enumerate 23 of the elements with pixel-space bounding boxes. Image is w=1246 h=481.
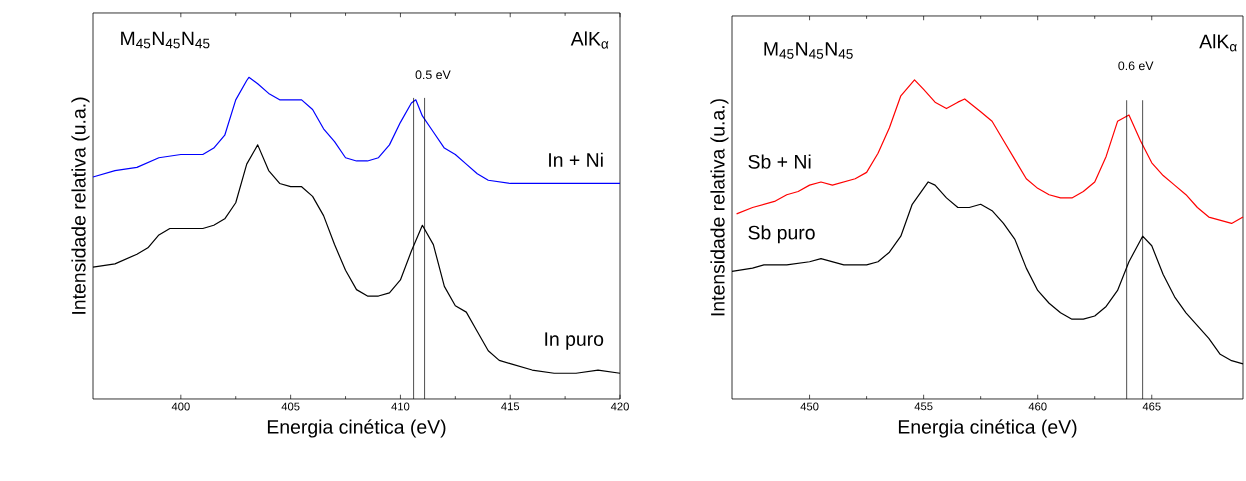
- text: 0.6 eV: [1118, 61, 1154, 71]
- x-axis-title: Energia cinética (eV): [267, 419, 446, 438]
- series-label: In puro: [545, 332, 604, 350]
- x-tick-label: 420: [610, 402, 629, 411]
- x-tick-label: 455: [914, 402, 933, 411]
- x-tick-label: 465: [1142, 402, 1161, 411]
- text: M$_{45}$N$_{45}$N$_{45}$: [764, 42, 853, 59]
- series-label: In + Ni: [549, 152, 603, 167]
- x-tick-label: 460: [1028, 402, 1047, 411]
- text: M$_{45}$N$_{45}$N$_{45}$: [121, 31, 210, 49]
- text: AlK$_{α}$: [1199, 34, 1237, 52]
- y-axis-title: Intensidade relativa (u.a.): [710, 99, 729, 316]
- x-tick-label: 410: [391, 402, 410, 411]
- text: AlK$_{α}$: [570, 31, 609, 49]
- series-label: Sb puro: [748, 225, 815, 244]
- x-tick-label: 415: [501, 402, 520, 411]
- y-axis-title: Intensidade relativa (u.a.): [71, 97, 90, 314]
- x-tick-label: 450: [800, 402, 819, 411]
- series-label: Sb + Ni: [748, 154, 811, 169]
- x-tick-label: 405: [281, 402, 300, 411]
- x-tick-label: 400: [171, 402, 190, 411]
- x-axis-title: Energia cinética (eV): [898, 419, 1077, 438]
- annotation: 0.5 eV: [415, 70, 451, 80]
